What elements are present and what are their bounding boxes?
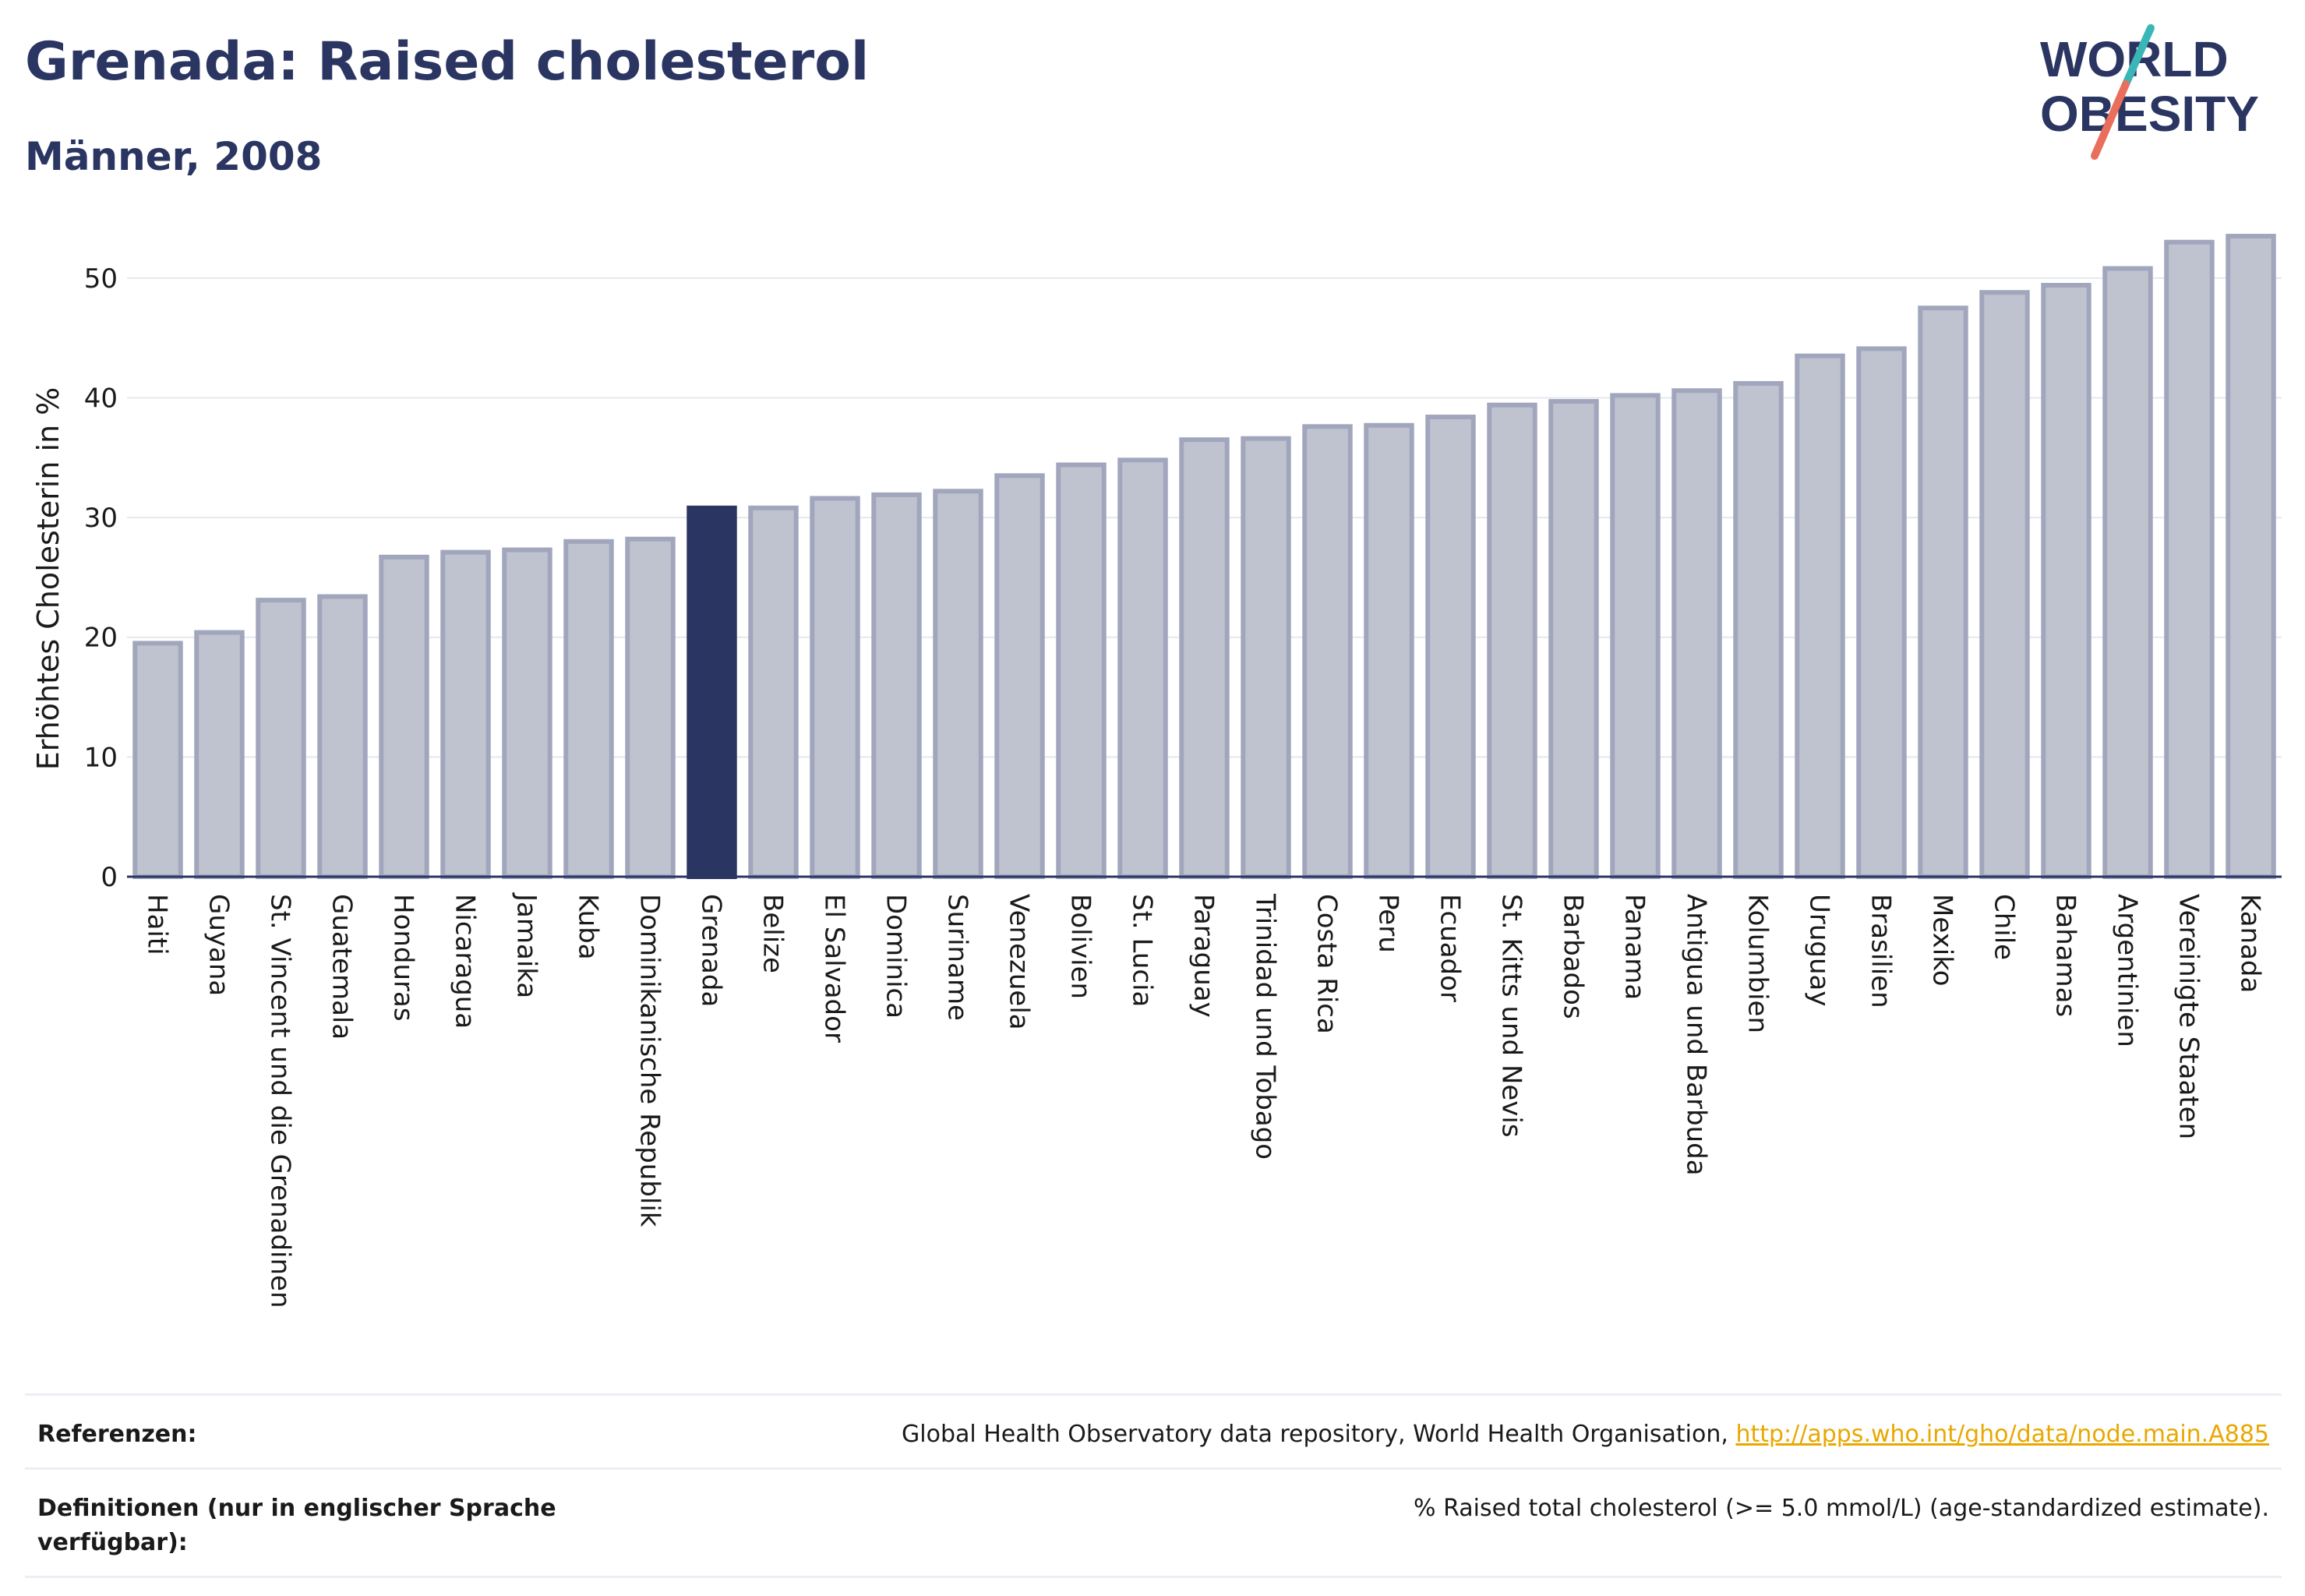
x-tick-label: Chile — [1989, 894, 2020, 960]
x-tick-label: Trinidad und Tobago — [1250, 893, 1281, 1160]
x-tick-label: Honduras — [388, 894, 419, 1022]
bar — [2102, 266, 2153, 879]
bar — [1610, 393, 1661, 879]
logo-line2: OBESITY — [2040, 86, 2259, 142]
references-link[interactable]: http://apps.who.int/gho/data/node.main.A… — [1735, 1421, 2269, 1448]
bar — [194, 630, 245, 880]
bar — [1241, 436, 1291, 879]
bar — [2164, 239, 2215, 879]
y-tick-label: 10 — [84, 742, 118, 773]
definitions-value: % Raised total cholesterol (>= 5.0 mmol/… — [1414, 1495, 2269, 1522]
x-tick-label: St. Kitts und Nevis — [1496, 894, 1527, 1138]
bar — [1179, 437, 1230, 879]
bar — [440, 549, 491, 879]
x-tick-label: Belize — [757, 894, 789, 973]
x-tick-label: Jamaika — [511, 892, 542, 998]
x-tick-label: Guatemala — [327, 894, 358, 1040]
x-tick-label: Kolumbien — [1742, 894, 1774, 1033]
x-tick-label: Costa Rica — [1311, 894, 1343, 1034]
chart-footer: Referenzen: Global Health Observatory da… — [25, 1393, 2282, 1578]
bar — [1733, 381, 1784, 879]
references-value: Global Health Observatory data repositor… — [902, 1418, 2269, 1452]
bar-chart: 0 10 20 30 40 50 Erhöhtes Cholesterin in % Hait… — [31, 234, 2282, 1308]
x-tick-label: Barbados — [1558, 894, 1589, 1019]
y-axis-label: Erhöhtes Cholesterin in % — [31, 387, 65, 771]
bar — [563, 538, 614, 879]
y-tick-label: 30 — [84, 503, 118, 534]
x-tick-label: St. Lucia — [1127, 894, 1158, 1007]
bar — [810, 496, 860, 879]
x-tick-label: Dominikanische Republik — [634, 894, 665, 1227]
x-tick-label: Haiti — [142, 894, 173, 955]
bar — [502, 547, 552, 880]
bar — [871, 492, 922, 880]
world-obesity-logo: WORLD OBESITY — [2040, 24, 2259, 160]
bar — [317, 594, 368, 879]
bar — [1117, 457, 1168, 879]
y-tick-label: 50 — [84, 263, 118, 295]
bar — [1425, 415, 1476, 879]
x-tick-label: St. Vincent und die Grenadinen — [265, 894, 296, 1308]
x-tick-label: Vereinigte Staaten — [2173, 894, 2204, 1139]
x-tick-label: Uruguay — [1804, 894, 1835, 1007]
bar — [994, 473, 1045, 879]
x-tick-label: Grenada — [696, 894, 727, 1007]
bar-highlight — [687, 505, 737, 879]
bar — [1364, 422, 1414, 879]
x-tick-label: Argentinien — [2112, 894, 2143, 1047]
chart-subtitle: Männer, 2008 — [25, 134, 323, 179]
bar — [1487, 402, 1537, 879]
x-tick-label: Suriname — [942, 894, 973, 1021]
y-tick-label: 20 — [84, 623, 118, 654]
x-tick-label: Nicaragua — [450, 894, 481, 1029]
x-tick-label: Dominica — [881, 894, 912, 1019]
x-tick-label: Venezuela — [1004, 894, 1035, 1030]
bar — [379, 554, 429, 879]
logo-slash-coral — [2091, 80, 2130, 160]
bar — [2226, 234, 2276, 879]
x-tick-label: Ecuador — [1435, 894, 1466, 1002]
definitions-row: Definitionen (nur in englischer Sprache … — [25, 1467, 2282, 1578]
logo-slash-teal — [2122, 24, 2155, 88]
references-label: Referenzen: — [37, 1421, 197, 1448]
y-tick-label: 40 — [84, 383, 118, 414]
bar — [1302, 424, 1353, 879]
bar — [1795, 353, 1845, 879]
chart-title: Grenada: Raised cholesterol — [25, 31, 870, 93]
references-row: Referenzen: Global Health Observatory da… — [25, 1393, 2282, 1467]
x-tick-label: Kuba — [573, 894, 604, 960]
bar — [1671, 388, 1722, 879]
references-text: Global Health Observatory data repositor… — [902, 1421, 1736, 1448]
x-tick-label: Panama — [1619, 894, 1650, 1000]
bar — [1856, 346, 1907, 879]
bar — [1979, 290, 2030, 880]
bar — [748, 505, 799, 879]
y-tick-label: 0 — [101, 862, 118, 893]
bar — [1918, 305, 1968, 879]
bar — [132, 641, 183, 880]
bar — [625, 536, 676, 880]
x-tick-label: Peru — [1373, 894, 1404, 953]
x-tick-label: Bahamas — [2050, 894, 2081, 1017]
x-tick-label: Antigua und Barbuda — [1681, 894, 1712, 1176]
x-tick-label: Kanada — [2235, 894, 2266, 993]
x-tick-label: Bolivien — [1065, 894, 1096, 999]
x-tick-label: Paraguay — [1188, 894, 1220, 1018]
bar — [1548, 399, 1599, 879]
x-tick-label: Brasilien — [1866, 894, 1897, 1008]
x-tick-label: Mexiko — [1927, 894, 1958, 987]
x-tick-label: Guyana — [203, 894, 235, 996]
bar — [933, 489, 983, 879]
bar — [1056, 462, 1107, 879]
definitions-label: Definitionen (nur in englischer Sprache … — [37, 1495, 556, 1556]
x-tick-label: El Salvador — [819, 894, 850, 1043]
bar — [2041, 283, 2091, 879]
bar — [256, 598, 306, 879]
